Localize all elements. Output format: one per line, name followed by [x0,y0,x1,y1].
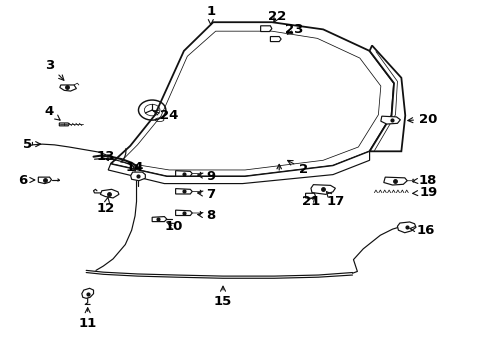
Text: 6: 6 [19,174,35,186]
Polygon shape [100,189,119,198]
Text: 17: 17 [326,192,344,208]
Polygon shape [38,177,51,184]
Text: 11: 11 [78,308,97,330]
Text: 22: 22 [268,10,286,23]
Polygon shape [131,172,146,181]
Text: 21: 21 [302,195,320,208]
Polygon shape [384,177,407,185]
Text: 5: 5 [23,138,41,150]
Text: 8: 8 [197,210,216,222]
Text: 4: 4 [45,105,60,120]
Text: 13: 13 [97,150,115,163]
Text: 12: 12 [97,197,115,215]
Polygon shape [82,288,94,298]
Text: 15: 15 [214,286,232,309]
Polygon shape [306,193,316,198]
Polygon shape [381,116,400,124]
Text: 3: 3 [45,59,64,80]
Polygon shape [175,189,192,194]
Text: 2: 2 [288,161,308,176]
Text: 18: 18 [413,174,438,186]
Text: 16: 16 [410,224,435,237]
Polygon shape [108,151,369,184]
Text: 19: 19 [413,186,438,199]
Polygon shape [111,22,394,176]
Text: 10: 10 [165,220,183,233]
Text: 9: 9 [197,170,216,183]
Polygon shape [152,217,167,222]
Polygon shape [397,222,416,233]
Polygon shape [311,185,335,194]
Polygon shape [60,85,76,91]
Text: 24: 24 [153,109,178,122]
Text: 14: 14 [126,161,144,174]
Text: 7: 7 [197,188,216,201]
Polygon shape [270,37,281,41]
Text: 23: 23 [285,23,303,36]
Text: 1: 1 [206,5,216,24]
Polygon shape [369,45,405,151]
Polygon shape [175,171,192,176]
Polygon shape [59,123,69,126]
Text: 20: 20 [408,113,438,126]
Polygon shape [175,210,192,216]
Polygon shape [261,26,272,32]
